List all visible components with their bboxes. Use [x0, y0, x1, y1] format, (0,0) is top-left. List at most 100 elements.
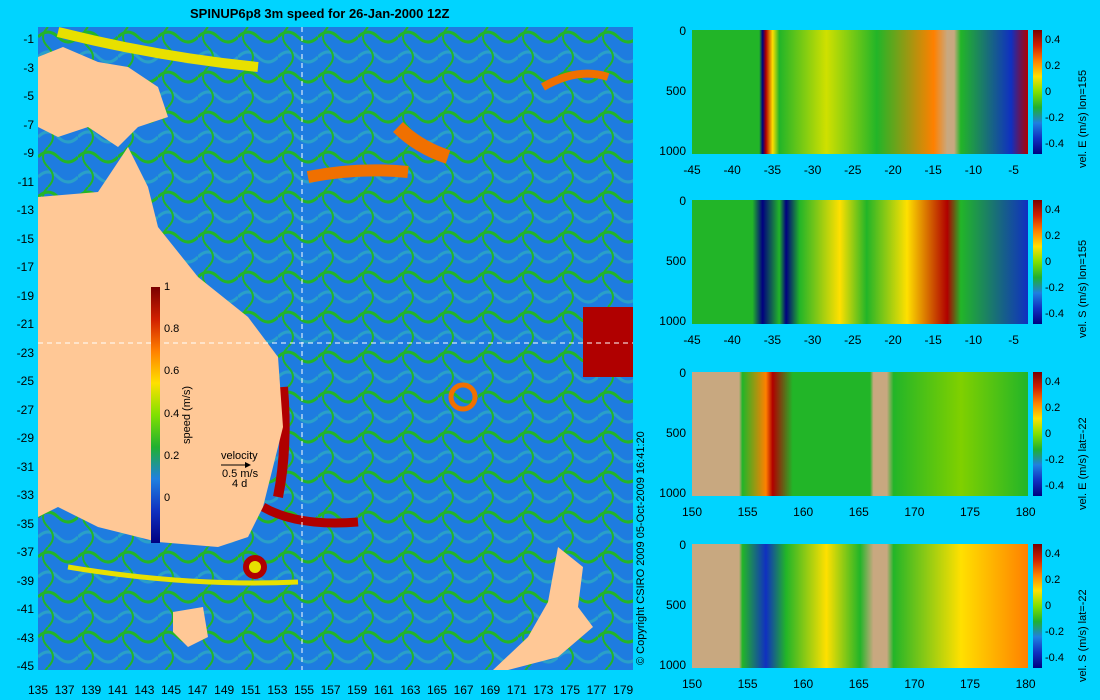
speed-colorbar-label: speed (m/s) [181, 385, 193, 444]
lat-tick: -11 [17, 174, 34, 189]
section-panel [692, 200, 1028, 324]
section-colorbar [1033, 544, 1042, 668]
lat-tick: -45 [16, 659, 34, 673]
section-x-tick: 165 [848, 505, 869, 519]
section-colorbar-tick: 0.4 [1045, 34, 1061, 46]
section-x-tick: 175 [959, 505, 981, 519]
section-x-tick: -40 [723, 333, 741, 347]
section-panel [692, 30, 1028, 154]
section-panel [692, 544, 1028, 668]
speed-colorbar [151, 287, 160, 543]
section-colorbar-tick: 0 [1045, 600, 1052, 612]
section-x-tick: 155 [737, 505, 758, 519]
lon-tick: 169 [480, 683, 501, 697]
speed-map-canvas [38, 27, 633, 670]
section-x-tick: 150 [681, 677, 703, 691]
section-y-tick: 1000 [659, 486, 686, 500]
section-label: vel. E (m/s) lon=155 [1077, 69, 1089, 168]
section-colorbar [1033, 372, 1042, 496]
section-x-tick: 165 [848, 677, 869, 691]
velocity-legend-scale: 0.5 m/s [222, 468, 259, 480]
lat-tick: -9 [23, 146, 34, 160]
section-colorbar-tick: -0.4 [1045, 308, 1064, 320]
section-x-tick: -30 [803, 333, 822, 347]
lat-tick: -15 [16, 231, 34, 246]
velocity-legend-duration: 4 d [232, 478, 248, 490]
lon-tick: 167 [453, 683, 474, 697]
section-colorbar-tick: 0 [1045, 256, 1052, 268]
lat-tick: -25 [16, 374, 34, 388]
section-x-tick: -15 [924, 333, 942, 347]
lat-tick: -21 [16, 317, 34, 331]
lon-tick: 143 [134, 683, 155, 697]
section-x-tick: 180 [1015, 505, 1036, 519]
lat-tick: -13 [16, 203, 34, 217]
section-colorbar-tick: -0.2 [1045, 626, 1064, 638]
lat-tick: -7 [23, 117, 34, 132]
lon-tick: 149 [214, 683, 235, 697]
lon-tick: 151 [240, 683, 261, 697]
section-colorbar-tick: 0.4 [1045, 548, 1061, 560]
lon-tick: 173 [533, 683, 554, 697]
section-x-tick: 160 [793, 677, 814, 691]
section-x-tick: -45 [683, 333, 701, 347]
lat-tick: -23 [16, 345, 34, 360]
lon-tick: 153 [267, 683, 288, 697]
lon-tick: 161 [373, 683, 394, 697]
section-colorbar [1033, 30, 1042, 154]
section-x-tick: -15 [924, 163, 942, 177]
lat-tick: -3 [23, 60, 34, 75]
lon-tick: 157 [320, 683, 341, 697]
section-x-tick: -35 [763, 333, 782, 347]
lon-tick: 147 [187, 683, 208, 697]
lon-tick: 135 [27, 683, 49, 697]
section-colorbar-tick: 0.4 [1045, 204, 1061, 216]
lat-tick: -33 [16, 488, 34, 502]
section-y-tick: 500 [665, 426, 686, 440]
lon-tick: 163 [400, 683, 421, 697]
section-label: vel. S (m/s) lon=155 [1077, 239, 1089, 338]
lon-tick: 137 [54, 683, 75, 697]
section-y-tick: 500 [665, 598, 686, 612]
copyright-text: © Copyright CSIRO 2009 05-Oct-2009 16:41… [635, 431, 647, 665]
speed-colorbar-tick: 0.6 [164, 365, 180, 378]
section-label: vel. S (m/s) lat=-22 [1077, 589, 1089, 682]
page-title: SPINUP6p8 3m speed for 26-Jan-2000 12Z [190, 6, 450, 21]
section-colorbar-tick: -0.2 [1045, 112, 1064, 124]
section-y-tick: 1000 [659, 314, 686, 328]
lon-tick: 141 [107, 683, 128, 697]
section-y-tick: 0 [679, 366, 686, 380]
section-x-tick: -45 [683, 163, 701, 177]
lon-tick: 155 [293, 683, 315, 697]
section-colorbar-tick: 0 [1045, 428, 1052, 440]
section-colorbar-tick: -0.2 [1045, 454, 1064, 466]
section-y-tick: 500 [665, 254, 686, 268]
section-x-tick: -5 [1008, 333, 1019, 347]
section-x-tick: -5 [1008, 163, 1019, 177]
lat-tick: -35 [16, 516, 34, 531]
section-label: vel. E (m/s) lat=-22 [1077, 417, 1089, 510]
lon-tick: 175 [559, 683, 581, 697]
section-y-tick: 0 [679, 538, 686, 552]
section-colorbar-tick: 0.2 [1045, 402, 1061, 414]
section-x-tick: -20 [884, 333, 902, 347]
lat-tick: -29 [16, 431, 34, 445]
section-colorbar-tick: 0 [1045, 86, 1052, 98]
section-colorbar-tick: 0.4 [1045, 376, 1061, 388]
section-y-tick: 500 [665, 84, 686, 98]
section-x-tick: -30 [803, 163, 822, 177]
section-x-tick: -20 [884, 163, 902, 177]
section-x-tick: 150 [681, 505, 703, 519]
section-y-tick: 1000 [659, 658, 686, 672]
section-x-tick: -40 [723, 163, 741, 177]
speed-colorbar-tick: 0.4 [164, 407, 180, 420]
section-colorbar-tick: -0.4 [1045, 138, 1064, 150]
section-x-tick: 170 [904, 505, 925, 519]
section-x-tick: 180 [1015, 677, 1036, 691]
section-colorbar-tick: 0.2 [1045, 574, 1061, 586]
section-x-tick: -10 [964, 163, 983, 177]
lat-tick: -37 [16, 545, 34, 559]
lat-tick: -5 [23, 89, 34, 103]
section-x-tick: 170 [904, 677, 925, 691]
speed-map[interactable] [38, 27, 633, 670]
